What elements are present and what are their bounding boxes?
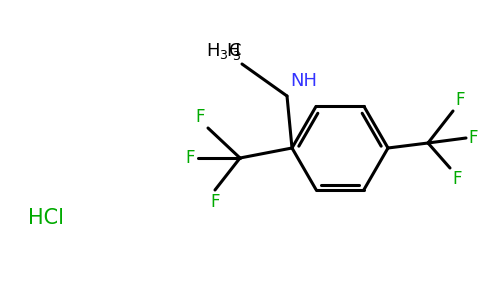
Text: H: H bbox=[227, 42, 240, 60]
Text: NH: NH bbox=[290, 72, 317, 90]
Text: F: F bbox=[196, 108, 205, 126]
Text: $\mathregular{H_3C}$: $\mathregular{H_3C}$ bbox=[206, 41, 242, 61]
Text: HCl: HCl bbox=[28, 208, 64, 228]
Text: F: F bbox=[452, 170, 462, 188]
Text: F: F bbox=[185, 149, 195, 167]
Text: 3: 3 bbox=[232, 50, 240, 63]
Text: F: F bbox=[468, 129, 478, 147]
Text: F: F bbox=[210, 193, 220, 211]
Text: F: F bbox=[455, 91, 465, 109]
